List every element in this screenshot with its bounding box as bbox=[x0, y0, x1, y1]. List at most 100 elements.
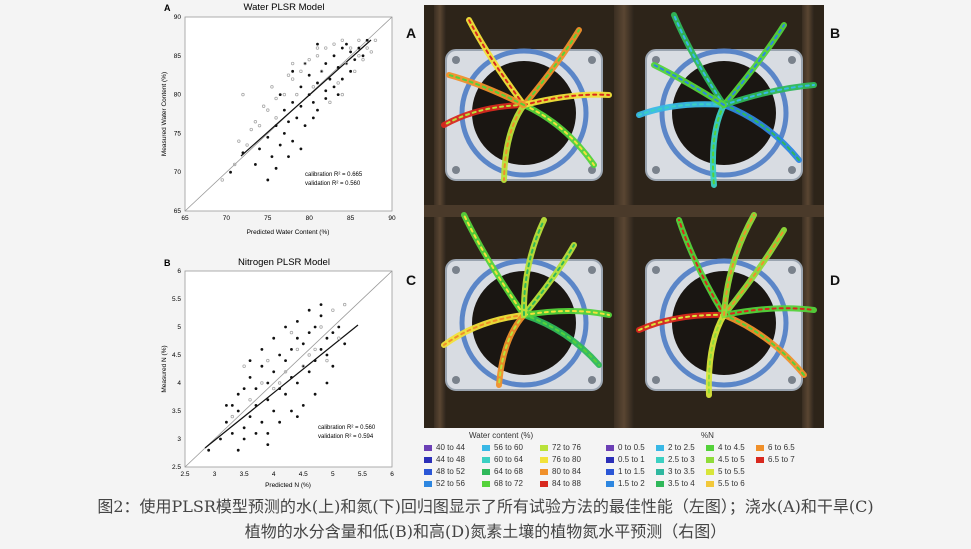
calibration-point bbox=[307, 331, 311, 334]
calibration-point bbox=[260, 364, 264, 368]
calibration-point bbox=[248, 415, 252, 418]
legend-swatch bbox=[706, 444, 714, 451]
validation-point bbox=[357, 38, 361, 42]
calibration-point bbox=[324, 89, 328, 93]
legend-label: 52 to 56 bbox=[436, 479, 465, 488]
calibration-point bbox=[319, 314, 323, 318]
calibration-point bbox=[353, 58, 357, 62]
validation-point bbox=[319, 325, 323, 329]
legend-swatch bbox=[606, 468, 614, 475]
calibration-point bbox=[324, 97, 328, 100]
validation-point bbox=[295, 347, 300, 352]
calibration-point bbox=[278, 353, 282, 357]
legend-swatch bbox=[656, 444, 664, 451]
legend-item: 40 to 44 bbox=[424, 443, 465, 452]
calibration-point bbox=[295, 415, 299, 418]
validation-point bbox=[249, 127, 253, 132]
calibration-point bbox=[307, 93, 311, 96]
legend-label: 80 to 84 bbox=[552, 467, 581, 476]
x-tick-label: 5 bbox=[331, 471, 335, 478]
validation-point bbox=[290, 61, 295, 66]
x-tick-label: 75 bbox=[264, 215, 272, 222]
validation-point bbox=[369, 50, 373, 54]
identity-line bbox=[184, 270, 393, 468]
validation-point bbox=[282, 92, 287, 97]
legend-item: 3 to 3.5 bbox=[656, 467, 695, 476]
legend-swatch bbox=[706, 456, 714, 463]
validation-point bbox=[332, 42, 336, 46]
legend-swatch bbox=[606, 456, 614, 463]
validation-point bbox=[274, 96, 278, 101]
regression-line bbox=[240, 39, 372, 157]
legend-item: 2.5 to 3 bbox=[656, 455, 695, 464]
y-tick-label: 65 bbox=[174, 208, 182, 215]
validation-point bbox=[353, 69, 357, 74]
legend-swatch bbox=[656, 468, 664, 475]
calibration-point bbox=[278, 420, 282, 424]
calibration-point bbox=[207, 448, 211, 452]
legend-label: 44 to 48 bbox=[436, 455, 465, 464]
legend-label: 2 to 2.5 bbox=[668, 443, 695, 452]
x-tick-label: 3 bbox=[213, 471, 217, 478]
calibration-point bbox=[241, 151, 245, 155]
validation-point bbox=[315, 46, 320, 50]
calibration-point bbox=[307, 370, 311, 374]
calibration-point bbox=[225, 404, 228, 407]
calibration-point bbox=[357, 46, 361, 50]
calibration-point bbox=[332, 54, 336, 58]
calibration-point bbox=[278, 387, 282, 390]
validation-point bbox=[365, 46, 369, 50]
validation-point bbox=[348, 46, 353, 50]
x-tick-label: 70 bbox=[223, 215, 231, 222]
legend-item: 0.5 to 1 bbox=[606, 455, 645, 464]
calibration-point bbox=[313, 359, 317, 362]
legend-label: 1 to 1.5 bbox=[618, 467, 645, 476]
calibration-point bbox=[332, 85, 336, 89]
validation-point bbox=[286, 73, 291, 77]
x-tick-label: 2.5 bbox=[180, 471, 189, 478]
validation-point bbox=[257, 123, 262, 128]
calibration-point bbox=[282, 132, 286, 135]
calibration-point bbox=[313, 392, 317, 396]
legend-label: 40 to 44 bbox=[436, 443, 465, 452]
validation-point bbox=[253, 120, 258, 124]
calibration-point bbox=[331, 331, 335, 334]
validation-point bbox=[311, 85, 316, 89]
y-tick-label: 3.5 bbox=[172, 408, 181, 415]
validation-point bbox=[289, 330, 294, 335]
calibration-point bbox=[287, 120, 290, 124]
validation-point bbox=[266, 358, 270, 363]
legend-item: 4 to 4.5 bbox=[706, 443, 745, 452]
legend-swatch bbox=[424, 456, 432, 463]
validation-point bbox=[290, 77, 295, 81]
legend-swatch bbox=[540, 456, 548, 463]
calibration-point bbox=[365, 38, 369, 42]
calibration-point bbox=[266, 432, 270, 435]
validation-point bbox=[248, 398, 252, 402]
legend-item: 3.5 to 4 bbox=[656, 479, 695, 488]
calibration-point bbox=[311, 100, 315, 104]
legend-label: 5.5 to 6 bbox=[718, 479, 745, 488]
validation-point bbox=[245, 143, 249, 147]
x-tick-label: 4 bbox=[272, 471, 276, 478]
caption-line-1: 图2：使用PLSR模型预测的水(上)和氮(下)回归图显示了所有试验方法的最佳性能… bbox=[97, 497, 874, 516]
legend-label: 0.5 to 1 bbox=[618, 455, 645, 464]
legend-swatch bbox=[482, 468, 490, 475]
y-axis-label: Measured N (%) bbox=[161, 345, 168, 392]
calibration-point bbox=[260, 420, 264, 424]
calibration-point bbox=[290, 348, 293, 351]
validation-point bbox=[324, 46, 328, 50]
validation-point bbox=[301, 364, 305, 368]
y-tick-label: 3 bbox=[177, 436, 181, 443]
calibration-point bbox=[290, 376, 293, 379]
calibration-point bbox=[272, 409, 276, 413]
validation-point bbox=[232, 162, 237, 167]
x-axis-label: Predicted Water Content (%) bbox=[247, 229, 330, 236]
legend-swatch bbox=[606, 444, 614, 451]
legend-label: 4.5 to 5 bbox=[718, 455, 745, 464]
calibration-point bbox=[219, 437, 222, 441]
calibration-point bbox=[266, 178, 270, 182]
plant-pot-b bbox=[636, 12, 817, 188]
calibration-point bbox=[290, 409, 293, 413]
legend-item: 64 to 68 bbox=[482, 467, 523, 476]
